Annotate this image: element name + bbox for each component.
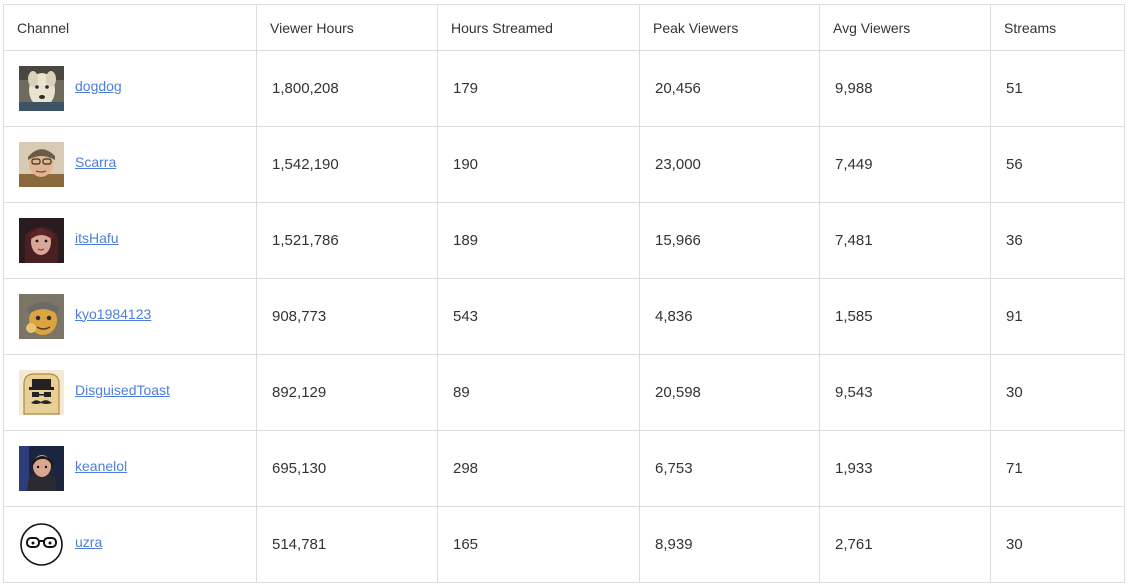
peak-viewers-cell: 23,000 (639, 126, 820, 203)
channel-link[interactable]: itsHafu (75, 229, 119, 246)
table-row: keanelol 695,130 298 6,753 1,933 71 (3, 430, 1125, 507)
table-header-row: Channel Viewer Hours Hours Streamed Peak… (3, 4, 1125, 51)
avg-viewers-cell: 9,988 (819, 50, 991, 127)
channel-cell: itsHafu (3, 202, 257, 279)
channel-cell: Scarra (3, 126, 257, 203)
peak-viewers-cell: 15,966 (639, 202, 820, 279)
channel-cell: uzra (3, 506, 257, 583)
peak-viewers-cell: 8,939 (639, 506, 820, 583)
channel-cell: kyo1984123 (3, 278, 257, 355)
viewer-hours-cell: 514,781 (256, 506, 438, 583)
hours-streamed-cell: 89 (437, 354, 640, 431)
person-avatar-icon[interactable] (19, 142, 64, 187)
person-avatar-icon[interactable] (19, 446, 64, 491)
peak-viewers-cell: 6,753 (639, 430, 820, 507)
hours-streamed-cell: 543 (437, 278, 640, 355)
dog-avatar-icon[interactable] (19, 66, 64, 111)
table-row: itsHafu 1,521,786 189 15,966 7,481 36 (3, 202, 1125, 279)
hours-streamed-cell: 165 (437, 506, 640, 583)
viewer-hours-cell: 892,129 (256, 354, 438, 431)
streams-cell: 91 (990, 278, 1125, 355)
streams-cell: 30 (990, 354, 1125, 431)
avg-viewers-cell: 9,543 (819, 354, 991, 431)
table-row: DisguisedToast 892,129 89 20,598 9,543 3… (3, 354, 1125, 431)
header-peak-viewers[interactable]: Peak Viewers (639, 4, 820, 51)
header-streams[interactable]: Streams (990, 4, 1125, 51)
channel-cell: dogdog (3, 50, 257, 127)
streams-cell: 56 (990, 126, 1125, 203)
streams-cell: 71 (990, 430, 1125, 507)
avg-viewers-cell: 1,933 (819, 430, 991, 507)
peak-viewers-cell: 20,598 (639, 354, 820, 431)
channel-stats-table: Channel Viewer Hours Hours Streamed Peak… (3, 4, 1125, 583)
avg-viewers-cell: 1,585 (819, 278, 991, 355)
peak-viewers-cell: 4,836 (639, 278, 820, 355)
avg-viewers-cell: 7,481 (819, 202, 991, 279)
channel-link[interactable]: Scarra (75, 153, 117, 170)
header-avg-viewers[interactable]: Avg Viewers (819, 4, 991, 51)
glasses-face-avatar-icon[interactable] (19, 522, 64, 567)
cartoon-avatar-icon[interactable] (19, 294, 64, 339)
channel-link[interactable]: kyo1984123 (75, 305, 152, 322)
header-viewer-hours[interactable]: Viewer Hours (256, 4, 438, 51)
streams-cell: 30 (990, 506, 1125, 583)
channel-link[interactable]: dogdog (75, 77, 122, 94)
viewer-hours-cell: 908,773 (256, 278, 438, 355)
avg-viewers-cell: 7,449 (819, 126, 991, 203)
viewer-hours-cell: 1,521,786 (256, 202, 438, 279)
avg-viewers-cell: 2,761 (819, 506, 991, 583)
toast-avatar-icon[interactable] (19, 370, 64, 415)
viewer-hours-cell: 1,800,208 (256, 50, 438, 127)
viewer-hours-cell: 1,542,190 (256, 126, 438, 203)
hours-streamed-cell: 189 (437, 202, 640, 279)
peak-viewers-cell: 20,456 (639, 50, 820, 127)
header-channel[interactable]: Channel (3, 4, 257, 51)
channel-cell: DisguisedToast (3, 354, 257, 431)
channel-link[interactable]: keanelol (75, 457, 128, 474)
hours-streamed-cell: 298 (437, 430, 640, 507)
header-hours-streamed[interactable]: Hours Streamed (437, 4, 640, 51)
channel-cell: keanelol (3, 430, 257, 507)
channel-stats-table-container: Channel Viewer Hours Hours Streamed Peak… (3, 4, 1125, 583)
table-row: dogdog 1,800,208 179 20,456 9,988 51 (3, 50, 1125, 127)
channel-link[interactable]: DisguisedToast (75, 381, 170, 398)
channel-link[interactable]: uzra (75, 533, 103, 550)
hours-streamed-cell: 179 (437, 50, 640, 127)
hours-streamed-cell: 190 (437, 126, 640, 203)
table-row: Scarra 1,542,190 190 23,000 7,449 56 (3, 126, 1125, 203)
streams-cell: 51 (990, 50, 1125, 127)
table-row: uzra 514,781 165 8,939 2,761 30 (3, 506, 1125, 583)
person-avatar-icon[interactable] (19, 218, 64, 263)
streams-cell: 36 (990, 202, 1125, 279)
table-row: kyo1984123 908,773 543 4,836 1,585 91 (3, 278, 1125, 355)
viewer-hours-cell: 695,130 (256, 430, 438, 507)
